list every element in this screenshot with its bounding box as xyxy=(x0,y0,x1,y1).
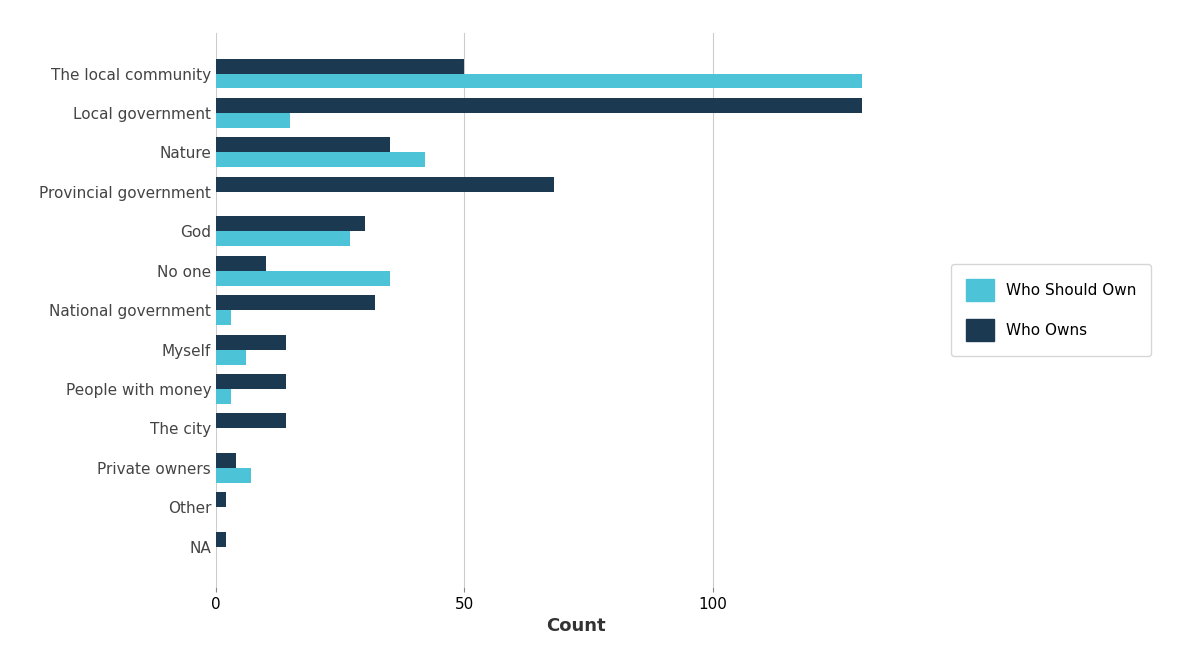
Bar xyxy=(216,113,290,128)
Bar xyxy=(216,295,374,310)
Bar xyxy=(216,414,286,428)
Bar xyxy=(216,98,862,113)
Bar xyxy=(216,453,236,468)
Bar xyxy=(216,350,246,365)
Bar xyxy=(216,59,464,73)
Bar xyxy=(216,255,265,271)
Bar xyxy=(216,374,286,389)
Bar xyxy=(216,216,365,231)
Bar xyxy=(216,231,350,246)
Legend: Who Should Own, Who Owns: Who Should Own, Who Owns xyxy=(950,264,1152,356)
Bar xyxy=(216,152,425,167)
Bar xyxy=(216,532,226,547)
Bar xyxy=(216,310,230,325)
Bar xyxy=(216,73,862,89)
Bar xyxy=(216,271,390,285)
Bar xyxy=(216,137,390,152)
Bar xyxy=(216,468,251,483)
Bar xyxy=(216,492,226,508)
Bar xyxy=(216,389,230,404)
Bar xyxy=(216,177,553,192)
X-axis label: Count: Count xyxy=(546,617,606,635)
Bar xyxy=(216,335,286,350)
